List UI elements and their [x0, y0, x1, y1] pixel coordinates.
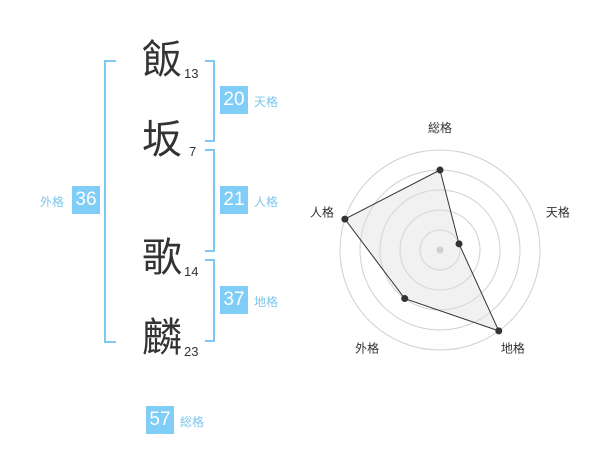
radar-axis-label: 地格 [501, 341, 525, 356]
radar-center [436, 246, 444, 254]
radar-point [436, 166, 444, 174]
name-char-3: 歌 [142, 235, 182, 281]
radar-ring [419, 229, 461, 271]
stroke-count-1: 13 [184, 66, 199, 81]
radar-point [495, 327, 503, 335]
radar-axis-label: 人格 [310, 204, 334, 219]
stroke-count-3: 14 [184, 264, 199, 279]
soukaku-label: 総格 [180, 415, 205, 429]
radar-axis-label: 外格 [355, 341, 379, 356]
radar-point [401, 295, 409, 303]
stroke-count-2: 7 [189, 144, 197, 159]
jinkaku-label: 人格 [254, 195, 279, 209]
name-char-2: 坂 [142, 117, 182, 163]
radar-axis-label: 総格 [428, 120, 452, 135]
radar-ring [399, 209, 481, 291]
radar-point [455, 240, 463, 248]
stroke-count-4: 23 [184, 344, 199, 359]
jinkaku-bracket [205, 149, 215, 252]
gaikaku-value: 36 [72, 186, 100, 214]
chikaku-bracket [205, 259, 215, 342]
chikaku-label: 地格 [254, 295, 279, 309]
tenkaku-value: 20 [220, 86, 248, 114]
soukaku-value: 57 [146, 406, 174, 434]
radar-ring [379, 189, 501, 311]
tenkaku-label: 天格 [254, 95, 279, 109]
radar-point [341, 215, 349, 223]
gaikaku-bracket [104, 60, 116, 343]
gaikaku-label: 外格 [40, 195, 65, 209]
radar-axis-label: 天格 [546, 204, 570, 219]
tenkaku-bracket [205, 60, 215, 142]
name-char-4: 麟 [142, 315, 182, 361]
chikaku-value: 37 [220, 286, 248, 314]
radar-ring [339, 149, 541, 351]
radar-area [344, 169, 500, 332]
name-char-1: 飯 [142, 37, 182, 83]
jinkaku-value: 21 [220, 186, 248, 214]
